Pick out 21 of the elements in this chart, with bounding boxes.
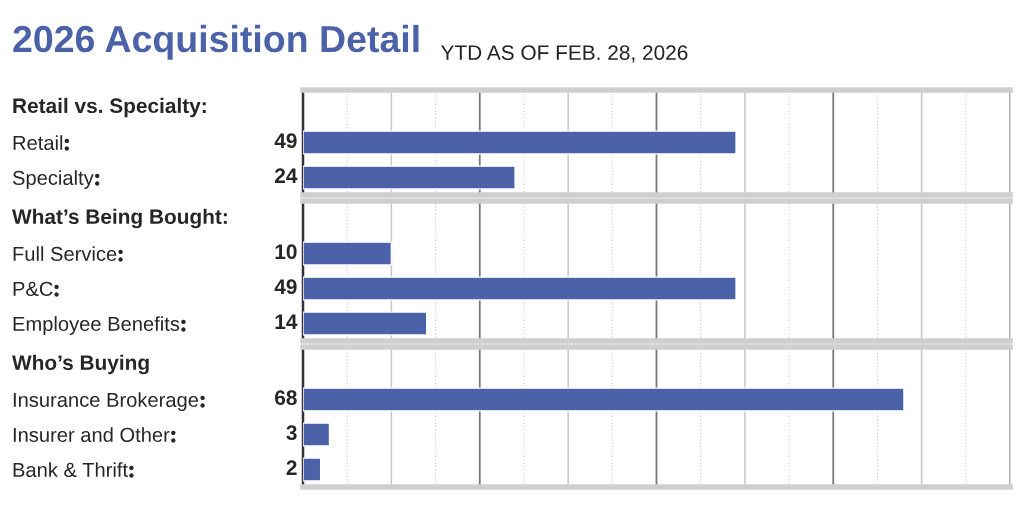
y-axis-title: What’s Being Bought:	[12, 208, 227, 229]
chart-title: 2026 Acquisition Detail	[13, 24, 419, 60]
y-tick-label: Retail	[13, 135, 63, 150]
data-label: 2	[286, 460, 297, 475]
y-tick-label: Bank & Thrift	[13, 462, 128, 477]
y-axis-title: Who’s Buying	[12, 354, 149, 375]
data-label: 68	[275, 390, 297, 406]
data-label: 49	[274, 279, 297, 295]
data-label: 3	[286, 425, 297, 441]
data-label: 49	[274, 133, 297, 149]
chart-subtitle: YTD AS OF FEB. 28, 2026	[441, 45, 688, 63]
y-tick-label: P&C	[13, 281, 53, 296]
y-tick-label: Specialty	[12, 170, 94, 189]
y-tick-label: Employee Benefits	[13, 316, 180, 335]
data-label: 24	[275, 168, 298, 183]
y-tick-label: Full Service	[13, 246, 117, 261]
y-tick-label: Insurer and Other	[13, 427, 170, 442]
data-label: 14	[275, 314, 298, 329]
data-label: 10	[275, 244, 297, 260]
y-axis-title: Retail vs. Specialty:	[13, 97, 206, 118]
y-tick-label: Insurance Brokerage	[13, 392, 199, 411]
